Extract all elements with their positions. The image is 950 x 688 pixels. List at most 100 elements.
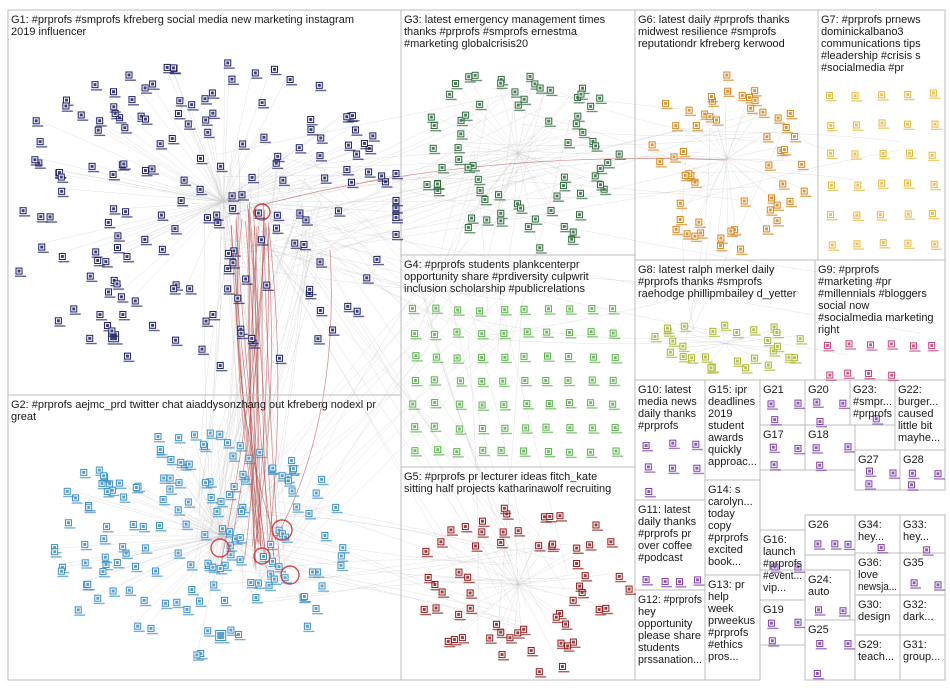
node-label-stub [113,240,125,242]
node-avatar-fill [788,199,792,203]
node-avatar-fill [644,444,648,448]
node-g1 [174,110,186,120]
node-g3 [572,120,584,130]
node-g1 [315,81,327,92]
node-avatar-fill [107,290,111,294]
node-avatar-fill [588,450,592,454]
edge [216,262,477,295]
node-label-stub [423,188,435,191]
node-label-stub [223,67,235,69]
node-label-stub [420,613,432,616]
edge [726,158,766,163]
node-avatar-fill [320,477,324,481]
node-avatar-fill [142,598,146,602]
node-g2 [101,561,113,571]
node-g2 [93,594,105,605]
edge [170,64,224,202]
node-avatar-fill [394,171,398,175]
node-label-stub [151,575,163,577]
node-label-stub [876,219,888,221]
node-label-stub [198,353,210,356]
node-avatar-fill [454,81,458,85]
node-g6 [746,104,758,115]
group-label-line: G10: latest [638,384,691,396]
node-g9 [887,340,899,350]
edge [223,201,275,213]
node-label-stub [544,313,556,315]
node-avatar-fill [113,111,117,115]
group-label-g10: G10: latest media news daily thanks #prprof… [638,384,697,432]
node-avatar-fill [764,227,768,231]
node-avatar-fill [204,118,208,122]
node-label-stub [726,235,738,237]
node-g2 [288,487,300,497]
node-avatar-fill [262,135,266,139]
edge [241,231,548,544]
node-avatar-fill [124,210,128,214]
edge-highlight [249,225,260,570]
node-g2 [312,605,324,615]
node-avatar-fill [502,506,506,510]
node-avatar-fill [323,533,327,537]
node-g5 [514,527,526,537]
node-g6 [723,87,735,98]
node-label-stub [270,583,282,586]
group-label-line: today [708,508,735,520]
node-label-stub [762,233,774,235]
node-avatar-fill [471,164,475,168]
node-g2 [236,556,248,566]
node-g1 [122,253,134,263]
node-g1 [109,88,121,98]
node-avatar-fill [523,378,527,382]
node-label-stub [826,157,838,160]
node-label-stub [63,495,75,498]
node-label-stub [347,186,359,189]
node-label-stub [77,119,89,121]
node-g8 [701,353,713,363]
node-avatar-fill [566,378,570,382]
edge [726,158,769,196]
edge [59,201,224,254]
node-avatar-fill [459,118,463,122]
node-label-stub [500,314,512,316]
node-label-stub [80,548,92,551]
node-label-stub [736,253,748,256]
node-g5 [458,634,470,644]
edge [724,343,771,349]
node-avatar-fill [779,148,783,152]
node-label-stub [304,518,316,520]
node-avatar-fill [474,544,478,548]
node-g1 [208,311,220,321]
node-avatar-fill [513,90,517,94]
node-label-stub [410,455,422,457]
node-label-stub [289,473,301,475]
node-label-stub [642,450,654,452]
node-avatar-fill [543,515,547,519]
node-label-stub [223,273,235,275]
node-label-stub [118,551,130,553]
node-avatar-fill [130,98,134,102]
node-g7 [826,211,838,221]
node-g1 [107,327,119,337]
node-avatar-fill [846,542,850,546]
node-g6 [661,99,673,110]
node-label-stub [221,569,233,572]
node-avatar-fill [818,463,822,467]
node-label-stub [266,548,278,551]
node-g2 [187,586,199,596]
group-label-line: vip... [763,582,786,594]
node-label-stub [57,195,69,198]
group-label-line: G35 [903,557,924,569]
node-avatar-fill [432,332,436,336]
edge [58,188,224,202]
node-g2 [184,498,196,508]
node-g2 [216,497,228,508]
node-g6 [767,194,779,204]
node-avatar-fill [254,596,258,600]
node-label-stub [177,205,189,207]
edge [497,80,519,154]
node-avatar-fill [906,181,910,185]
node-g1 [360,139,372,150]
node-g1 [58,252,70,263]
node-label-stub [679,155,691,158]
